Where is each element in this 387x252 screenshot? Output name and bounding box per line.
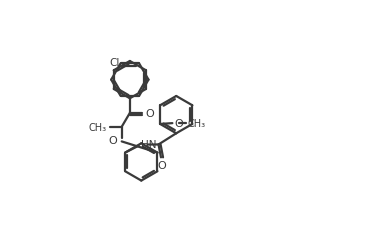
Text: Cl: Cl bbox=[110, 57, 120, 68]
Text: HN: HN bbox=[141, 139, 156, 149]
Text: O: O bbox=[157, 160, 166, 170]
Text: CH₃: CH₃ bbox=[89, 122, 107, 132]
Text: O: O bbox=[145, 109, 154, 118]
Text: O: O bbox=[109, 135, 118, 145]
Text: O: O bbox=[174, 119, 183, 129]
Text: CH₃: CH₃ bbox=[187, 119, 205, 129]
